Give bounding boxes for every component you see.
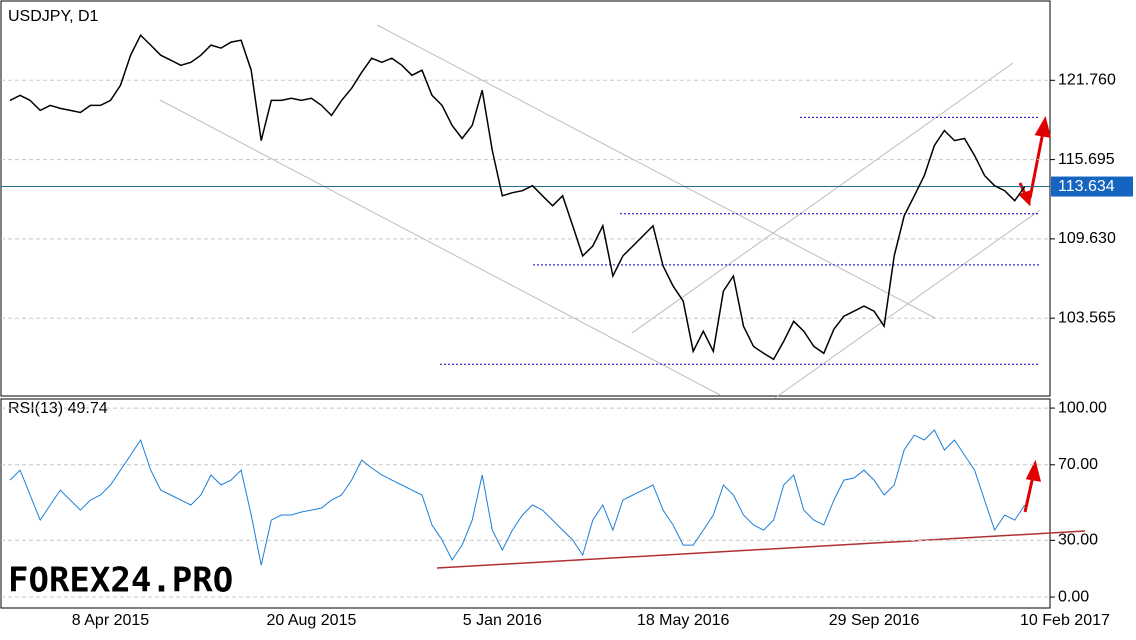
- current-label: 113.634: [1058, 178, 1115, 195]
- y-tick-label: 121.760: [1058, 72, 1116, 89]
- price-title: USDJPY, D1: [8, 8, 99, 25]
- x-tick-label: 18 May 2016: [637, 612, 730, 629]
- y-tick-label: 30.00: [1058, 532, 1098, 549]
- current-box: [1051, 176, 1133, 197]
- x-tick-label: 10 Feb 2017: [1020, 612, 1110, 629]
- arrows: [1018, 116, 1052, 513]
- rsi-trendline: [436, 530, 1086, 569]
- trendlines: [159, 24, 1041, 399]
- series-line: [9, 33, 1026, 361]
- y-tick-label: 109.630: [1058, 230, 1116, 247]
- rsi-panel: [0, 398, 1051, 609]
- x-tick-label: 29 Sep 2016: [829, 612, 920, 629]
- x-tick-label: 5 Jan 2016: [463, 612, 542, 629]
- y-tick-label: 0.00: [1058, 588, 1089, 605]
- y-tick-label: 115.695: [1058, 151, 1115, 168]
- watermark: FOREX24.PRO: [8, 561, 233, 601]
- series-line: [9, 429, 1026, 566]
- y-tick-label: 70.00: [1058, 456, 1098, 473]
- y-tick-label: 103.565: [1058, 309, 1116, 326]
- rsi-title: RSI(13) 49.74: [8, 400, 108, 417]
- x-tick-label: 20 Aug 2015: [267, 612, 357, 629]
- price-panel: [0, 0, 1051, 397]
- x-tick-label: 8 Apr 2015: [72, 612, 150, 629]
- y-tick-label: 100.00: [1058, 399, 1107, 416]
